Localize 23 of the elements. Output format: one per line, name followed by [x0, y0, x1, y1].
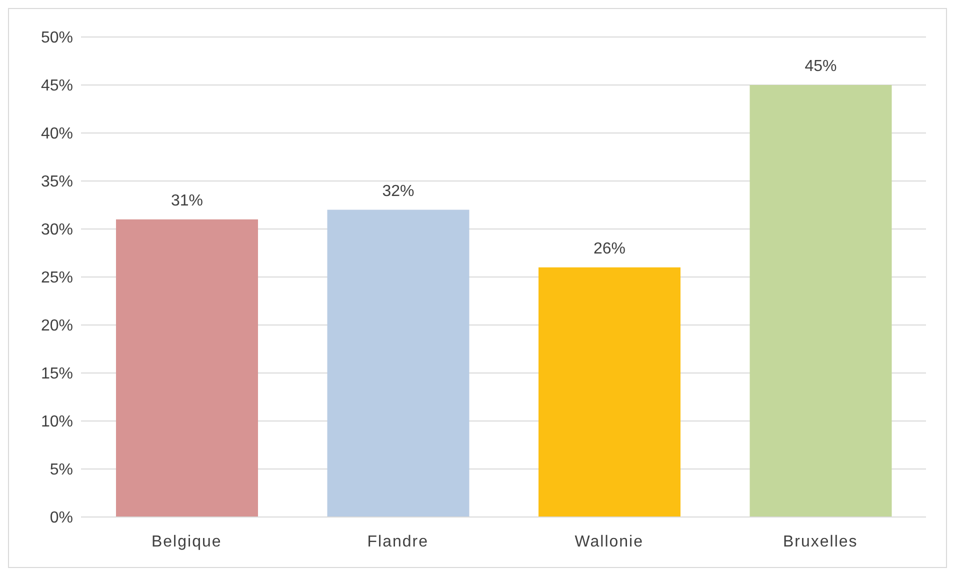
bar — [538, 267, 680, 517]
bar — [116, 219, 258, 517]
y-tick-label: 30% — [40, 222, 73, 239]
y-tick-label: 20% — [40, 318, 73, 335]
data-label: 32% — [382, 182, 414, 200]
x-tick-label: Wallonie — [574, 533, 644, 550]
x-tick-label: Bruxelles — [782, 533, 858, 550]
y-tick-label: 15% — [40, 366, 73, 383]
y-tick-label: 50% — [40, 30, 73, 47]
bar — [327, 210, 470, 517]
bar — [750, 85, 892, 517]
y-tick-label: 25% — [40, 270, 73, 287]
y-tick-label: 45% — [40, 78, 73, 95]
y-tick-label: 35% — [40, 174, 73, 191]
x-tick-label: Flandre — [367, 533, 428, 550]
y-tick-label: 40% — [40, 126, 73, 143]
y-tick-label: 0% — [50, 510, 73, 527]
data-label: 31% — [170, 192, 204, 210]
data-label: 26% — [593, 240, 626, 258]
y-tick-label: 5% — [50, 462, 73, 479]
y-tick-label: 10% — [40, 414, 73, 431]
data-label: 45% — [804, 58, 837, 75]
x-tick-label: Belgique — [151, 533, 222, 550]
